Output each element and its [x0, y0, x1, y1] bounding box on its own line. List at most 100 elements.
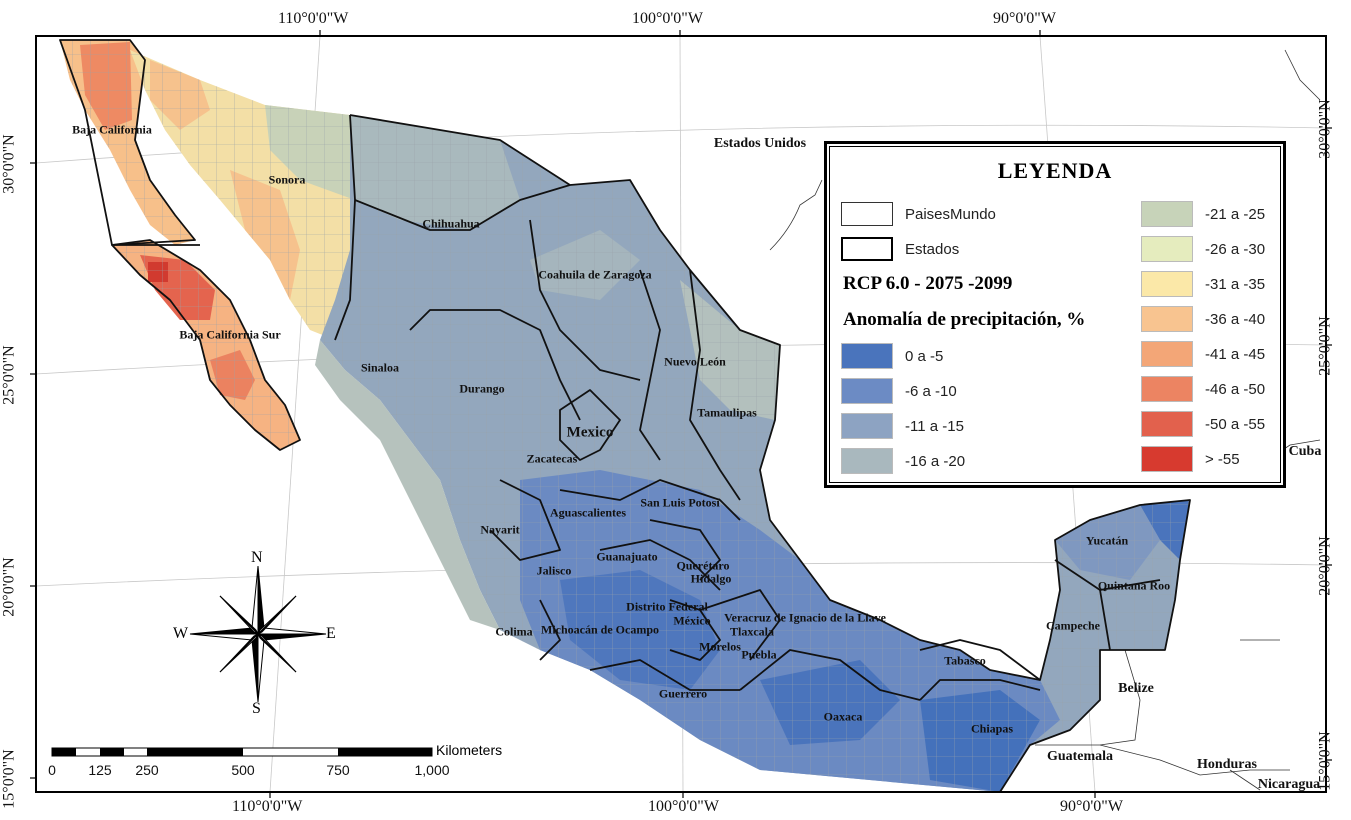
legend-class-swatch	[841, 448, 893, 474]
legend-class-swatch	[1141, 376, 1193, 402]
country-label-belize: Belize	[1118, 681, 1154, 696]
legend-class-label: -41 a -45	[1205, 345, 1266, 363]
coord-bottom-90w: 90°0'0"W	[1060, 798, 1123, 815]
state-label-chihuahua: Chihuahua	[422, 216, 480, 231]
country-label-cuba: Cuba	[1288, 444, 1322, 459]
state-label-tamaulipas: Tamaulipas	[697, 405, 757, 420]
scale-tick-125: 125	[88, 762, 112, 778]
state-label-sinaloa: Sinaloa	[360, 360, 400, 375]
legend-class-swatch	[1141, 236, 1193, 262]
scale-bar-graphic	[51, 747, 433, 757]
legend-class-item: 0 a -5	[841, 342, 943, 370]
state-label-distrito-federal: Distrito Federal	[626, 599, 708, 614]
state-label-hidalgo: Hidalgo	[690, 571, 732, 586]
legend-class-label: -31 a -35	[1205, 275, 1266, 293]
scale-tick-750: 750	[326, 762, 350, 778]
coord-right-20n: 20°0'0"N	[1316, 536, 1334, 596]
compass-s: S	[252, 700, 261, 717]
legend-class-swatch	[1141, 341, 1193, 367]
state-label-campeche: Campeche	[1046, 618, 1100, 633]
legend-class-swatch	[1141, 446, 1193, 472]
legend-class-item: -26 a -30	[1141, 235, 1265, 263]
country-label-nicaragua: Nicaragua	[1257, 777, 1321, 792]
state-label-nuevo-leon: Nuevo León	[664, 354, 726, 369]
country-label-guatemala: Guatemala	[1046, 749, 1114, 764]
legend-label-paises: PaisesMundo	[905, 205, 996, 223]
state-boundaries	[59, 39, 1191, 792]
coord-left-20n: 20°0'0"N	[0, 557, 18, 617]
map-border	[35, 35, 1327, 793]
state-label-tabasco: Tabasco	[944, 653, 986, 668]
legend-class-item: -16 a -20	[841, 447, 965, 475]
state-label-guerrero: Guerrero	[658, 686, 708, 701]
legend-class-item: -31 a -35	[1141, 270, 1265, 298]
coord-left-30n: 30°0'0"N	[0, 134, 18, 194]
coord-top-90w: 90°0'0"W	[993, 10, 1056, 27]
state-label-jalisco: Jalisco	[536, 563, 572, 578]
state-label-baja-california-sur: Baja California Sur	[179, 327, 281, 342]
state-label-quintana-roo: Quintana Roo	[1097, 578, 1171, 593]
scale-bar: Kilometers 0 125 250 500 750 1,000	[40, 740, 503, 780]
legend-class-item: -41 a -45	[1141, 340, 1265, 368]
legend-class-label: -50 a -55	[1205, 415, 1266, 433]
sonora-region	[130, 50, 355, 340]
legend-class-item: -11 a -15	[841, 412, 964, 440]
legend-class-label: -11 a -15	[905, 417, 964, 435]
state-label-san-luis-potosi: San Luis Potosí	[640, 495, 720, 510]
state-label-mexico-state: México	[673, 613, 711, 628]
legend-label-estados: Estados	[905, 240, 960, 258]
legend-class-label: 0 a -5	[905, 347, 944, 365]
legend-class-label: -16 a -20	[905, 452, 966, 470]
legend-class-item: -36 a -40	[1141, 305, 1265, 333]
state-label-sonora: Sonora	[268, 172, 306, 187]
state-label-nayarit: Nayarit	[480, 522, 520, 537]
legend-swatch-paises	[841, 202, 893, 226]
scale-tick-500: 500	[231, 762, 255, 778]
legend-class-label: -21 a -25	[1205, 205, 1266, 223]
state-label-oaxaca: Oaxaca	[823, 709, 863, 724]
state-label-colima: Colima	[495, 624, 533, 639]
state-label-durango: Durango	[459, 381, 505, 396]
legend-class-label: -6 a -10	[905, 382, 957, 400]
scale-tick-250: 250	[135, 762, 159, 778]
state-label-baja-california: Baja California	[72, 122, 152, 137]
state-label-puebla: Puebla	[741, 647, 777, 662]
legend-class-label: -26 a -30	[1205, 240, 1266, 258]
legend-class-label: > -55	[1205, 450, 1240, 468]
state-label-queretaro: Querétaro	[676, 558, 730, 573]
state-label-coahuila: Coahuila de Zaragoza	[538, 267, 652, 282]
state-label-morelos: Morelos	[699, 639, 741, 654]
compass-rose-icon	[189, 565, 327, 703]
state-label-tlaxcala: Tlaxcala	[730, 624, 774, 639]
state-label-zacatecas: Zacatecas	[526, 451, 578, 466]
coord-left-15n: 15°0'0"N	[0, 749, 18, 809]
legend-class-item: -50 a -55	[1141, 410, 1265, 438]
scale-tick-0: 0	[48, 762, 56, 778]
legend-item-estados: Estados	[841, 235, 959, 263]
legend: LEYENDA PaisesMundo Estados RCP 6.0 - 20…	[824, 141, 1286, 488]
legend-class-swatch	[1141, 411, 1193, 437]
state-label-aguascalientes: Aguascalientes	[550, 505, 626, 520]
legend-scenario: RCP 6.0 - 2075 -2099	[843, 273, 1013, 294]
legend-class-swatch	[1141, 201, 1193, 227]
legend-class-item: -21 a -25	[1141, 200, 1265, 228]
coord-left-25n: 25°0'0"N	[0, 345, 18, 405]
mainland-region	[315, 115, 1190, 792]
state-label-guanajuato: Guanajuato	[596, 549, 658, 564]
compass-n: N	[251, 549, 263, 566]
legend-class-item: -46 a -50	[1141, 375, 1265, 403]
coord-top-100w: 100°0'0"W	[632, 10, 703, 27]
legend-class-swatch	[1141, 306, 1193, 332]
coord-right-30n: 30°0'0"N	[1316, 99, 1334, 159]
coord-right-25n: 25°0'0"N	[1316, 316, 1334, 376]
legend-title: LEYENDA	[997, 158, 1113, 183]
legend-class-label: -46 a -50	[1205, 380, 1266, 398]
compass-e: E	[326, 625, 336, 642]
coord-top-110w: 110°0'0"W	[278, 10, 349, 27]
legend-variable: Anomalía de precipitación, %	[843, 309, 1086, 330]
legend-item-paises: PaisesMundo	[841, 200, 996, 228]
scale-unit: Kilometers	[436, 742, 503, 758]
baja-california-region	[60, 40, 300, 450]
country-label-usa: Estados Unidos	[713, 136, 807, 151]
